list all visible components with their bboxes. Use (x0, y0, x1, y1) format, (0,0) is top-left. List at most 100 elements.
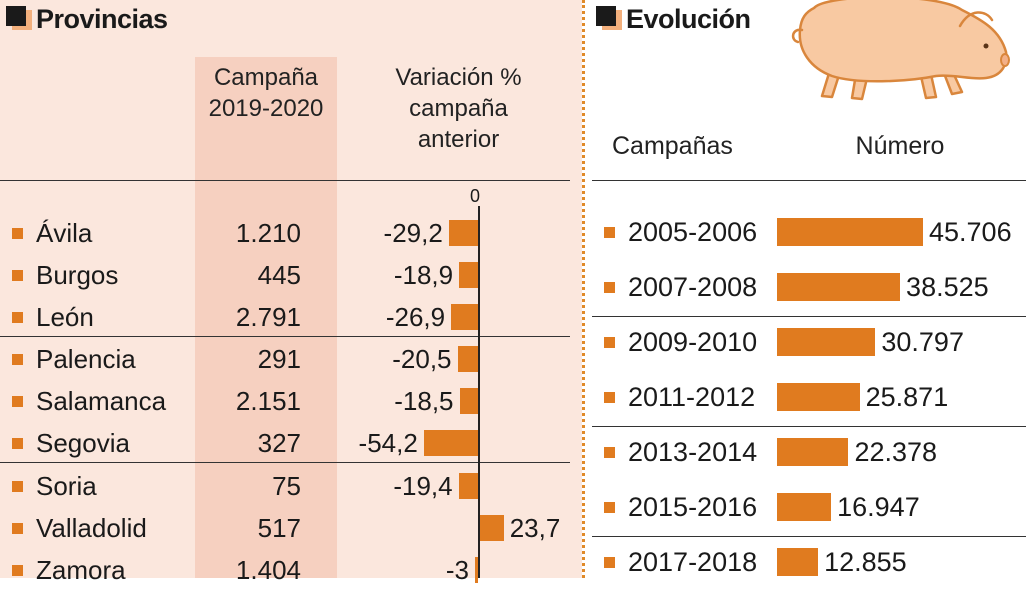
title-square-dark (6, 6, 26, 26)
row-bullet (12, 228, 23, 239)
evolucion-row: 2007-2008 38.525 (590, 262, 1028, 312)
provincia-name: Burgos (36, 260, 119, 290)
campana-label: 2015-2016 (628, 492, 758, 522)
campana-value: 2.791 (235, 302, 301, 332)
row-bullet (604, 337, 615, 348)
provincia-name: Salamanca (36, 386, 167, 416)
variacion-label: -20,5 (392, 344, 452, 374)
numero-bar (777, 218, 923, 246)
numero-label: 38.525 (906, 272, 989, 302)
evol-group-rule-1 (592, 316, 1026, 317)
variacion-header: Variación % campaña anterior (395, 64, 522, 154)
numero-label: 16.947 (837, 492, 920, 522)
campana-label: 2009-2010 (628, 327, 758, 357)
row-bullet (12, 523, 23, 534)
variacion-bar (423, 430, 478, 456)
variacion-bar (480, 515, 504, 541)
numero-label: 22.378 (854, 437, 938, 467)
provincias-title: Provincias (36, 4, 168, 34)
variacion-label: -29,2 (383, 218, 443, 248)
variacion-bar (451, 304, 478, 330)
row-bullet (12, 438, 23, 449)
campana-value: 75 (272, 471, 301, 501)
evol-header-rule (592, 180, 1026, 181)
pig-icon (791, 0, 1010, 101)
campana-value: 327 (257, 428, 301, 458)
numero-bar (777, 438, 849, 466)
numero-bar (777, 493, 832, 521)
row-bullet (604, 502, 615, 513)
evolucion-row: 2011-2012 25.871 (590, 372, 1028, 422)
row-bullet (604, 282, 615, 293)
variacion-bar (448, 220, 478, 246)
numero-bar (777, 548, 819, 576)
row-bullet (604, 557, 615, 568)
provincia-row: Palencia 291 -20,5 (0, 338, 582, 380)
provincia-name: Soria (36, 471, 97, 501)
evolucion-title: Evolución (626, 4, 751, 34)
numero-bar (777, 328, 876, 356)
variacion-label: -26,9 (385, 302, 446, 332)
variacion-bar (457, 346, 478, 372)
row-bullet (12, 312, 23, 323)
evolucion-row: 2017-2018 12.855 (590, 537, 1028, 587)
row-bullet (12, 354, 23, 365)
group-rule-1 (0, 336, 570, 337)
provincia-row: Zamora 1.404 -3 (0, 549, 582, 591)
provincias-panel: Provincias Campaña 2019-2020 Variación %… (0, 0, 582, 585)
numero-label: 30.797 (881, 327, 964, 357)
provincia-row: Burgos 445 -18,9 (0, 254, 582, 296)
numero-bar (777, 273, 901, 301)
row-bullet (12, 565, 23, 576)
campana-value: 445 (257, 260, 301, 290)
evolucion-row: 2015-2016 16.947 (590, 482, 1028, 532)
provincia-name: Palencia (36, 344, 136, 374)
provincia-name: Valladolid (36, 513, 147, 543)
provincia-row: Segovia 327 -54,2 (0, 422, 582, 464)
numero-label: 25.871 (865, 382, 949, 412)
campana-value: 1.210 (235, 218, 301, 248)
provincia-row: Salamanca 2.151 -18,5 (0, 380, 582, 422)
row-bullet (604, 447, 615, 458)
provincia-name: Segovia (36, 428, 130, 458)
campana-value: 517 (257, 513, 301, 543)
evolucion-row: 2013-2014 22.378 (590, 427, 1028, 477)
campanas-header: Campañas (612, 132, 733, 160)
campana-label: 2011-2012 (628, 382, 756, 412)
variacion-bar (475, 557, 478, 583)
campana-value: 2.151 (235, 386, 301, 416)
provincia-name: Zamora (36, 555, 126, 585)
variacion-label: -18,5 (394, 386, 454, 416)
zero-axis-label: 0 (470, 186, 481, 206)
campana-column-band (195, 57, 337, 578)
variacion-bar (459, 262, 478, 288)
provincia-row: Soria 75 -19,4 (0, 465, 582, 507)
panel-divider (582, 0, 585, 578)
variacion-label: -19,4 (393, 471, 453, 501)
provincia-row: Valladolid 517 23,7 (0, 507, 582, 549)
zero-axis-line (478, 206, 480, 578)
evolucion-panel: Evolución Campañas Número 2005-2006 45.70… (590, 0, 1028, 578)
row-bullet (604, 227, 615, 238)
row-bullet (604, 392, 615, 403)
numero-label: 45.706 (929, 217, 1012, 247)
evolucion-row: 2005-2006 45.706 (590, 207, 1028, 257)
variacion-bar (459, 388, 478, 414)
campana-label: 2013-2014 (628, 437, 758, 467)
evol-group-rule-2 (592, 426, 1026, 427)
variacion-label: -54,2 (358, 428, 418, 458)
provincia-name: León (36, 302, 94, 332)
row-bullet (12, 396, 23, 407)
campana-value: 291 (257, 344, 301, 374)
campana-header: Campaña 2019-2020 (208, 64, 324, 123)
campana-label: 2017-2018 (628, 547, 758, 577)
evol-group-rule-3 (592, 536, 1026, 537)
provincia-name: Ávila (36, 218, 93, 248)
group-rule-2 (0, 462, 570, 463)
numero-bar (777, 383, 860, 411)
campana-value: 1.404 (235, 555, 301, 585)
provincia-row: Ávila 1.210 -29,2 (0, 212, 582, 254)
numero-header: Número (855, 132, 945, 160)
variacion-label: -3 (445, 555, 469, 585)
variacion-label: 23,7 (509, 513, 561, 543)
